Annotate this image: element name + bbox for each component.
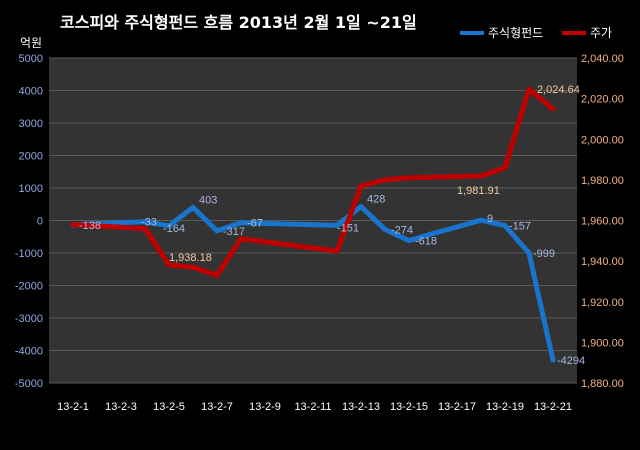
x-tick-label: 13-2-19 [486, 401, 524, 413]
kospi-price-point [358, 183, 364, 189]
kospi-price-point [382, 177, 388, 183]
left-tick-label: -2000 [15, 281, 43, 293]
fund-flow-point [214, 228, 220, 234]
kospi-price-point [70, 222, 76, 228]
fund-flow-point [382, 226, 388, 232]
x-tick-label: 13-2-13 [342, 401, 380, 413]
fund-flow-point [502, 223, 508, 229]
fund-data-label: -157 [509, 221, 531, 233]
fund-flow-point [190, 204, 196, 210]
fund-data-label: -33 [141, 217, 157, 229]
fund-data-label: -317 [223, 226, 245, 238]
x-tick-label: 13-2-5 [153, 401, 185, 413]
fund-data-label: 403 [199, 194, 217, 206]
kospi-price-point [334, 248, 340, 254]
fund-flow-point [526, 250, 532, 256]
fund-data-label: 9 [487, 213, 493, 225]
left-tick-label: 0 [37, 216, 43, 228]
fund-data-label: -274 [391, 224, 413, 236]
x-tick-label: 13-2-15 [390, 401, 428, 413]
x-tick-label: 13-2-7 [201, 401, 233, 413]
fund-flow-point [166, 223, 172, 229]
x-tick-label: 13-2-1 [57, 401, 89, 413]
left-tick-label: -1000 [15, 248, 43, 260]
kospi-price-point [478, 173, 484, 179]
x-tick-label: 13-2-9 [249, 401, 281, 413]
kospi-price-line [70, 86, 556, 278]
right-tick-label: 1,920.00 [581, 297, 624, 309]
legend-label-price: 주가 [590, 26, 612, 40]
left-tick-label: 1000 [19, 183, 43, 195]
chart-title: 코스피와 주식형펀드 흐름 2013년 2월 1일 ~21일 [60, 13, 417, 32]
fund-flow-point [430, 231, 436, 236]
left-tick-label: -3000 [15, 313, 43, 325]
kospi-price-point [502, 165, 508, 171]
kospi-price-point [238, 236, 244, 242]
left-tick-label: 3000 [19, 118, 43, 130]
fund-data-label: 428 [367, 194, 385, 206]
fund-flow-point [238, 220, 244, 226]
fund-flow-point [142, 219, 148, 225]
kospi-price-point [190, 264, 196, 270]
x-tick-label: 13-2-3 [105, 401, 137, 413]
fund-flow-line [70, 204, 556, 363]
kospi-price-point [406, 175, 412, 181]
left-tick-label: -5000 [15, 378, 43, 390]
right-tick-label: 2,020.00 [581, 94, 624, 106]
fund-data-label: -164 [163, 223, 185, 235]
fund-flow-point [406, 238, 412, 244]
right-tick-label: 1,980.00 [581, 175, 624, 187]
right-tick-label: 1,900.00 [581, 337, 624, 349]
fund-flow-point [478, 217, 484, 223]
price-data-label: 1,938.18 [169, 252, 212, 264]
fund-data-label: -618 [415, 236, 437, 248]
left-tick-label: -4000 [15, 346, 43, 358]
kospi-price-point [526, 86, 532, 92]
x-tick-label: 13-2-17 [438, 401, 476, 413]
x-tick-label: 13-2-11 [294, 401, 331, 413]
fund-data-label: -151 [337, 222, 359, 234]
fund-flow-point [550, 357, 556, 363]
legend-label-fund: 주식형펀드 [488, 26, 543, 40]
kospi-price-point [214, 272, 220, 278]
price-data-label: 2,024.64 [537, 84, 580, 96]
fund-data-label: -999 [533, 248, 555, 260]
right-tick-label: 2,040.00 [581, 53, 624, 65]
fund-flow-point [334, 222, 340, 228]
fund-data-label: -67 [247, 218, 263, 230]
left-tick-label: 4000 [19, 86, 43, 98]
kospi-price-point [550, 106, 556, 112]
right-tick-label: 2,000.00 [581, 134, 624, 146]
x-tick-label: 13-2-21 [534, 401, 572, 413]
fund-flow-point [358, 204, 364, 210]
right-tick-label: 1,940.00 [581, 256, 624, 268]
kospi-price-point [142, 226, 148, 232]
right-tick-label: 1,880.00 [581, 378, 624, 390]
fund-data-label: -138 [79, 220, 101, 232]
left-tick-label: 2000 [19, 151, 43, 163]
fund-data-label: -4294 [557, 355, 585, 367]
kospi-price-point [166, 262, 172, 268]
left-axis-unit: 억원 [20, 36, 42, 50]
price-data-label: 1,981.91 [457, 185, 500, 197]
right-tick-label: 1,960.00 [581, 216, 624, 228]
fund-flow-point [454, 224, 460, 230]
legend: 주식형펀드 주가 [460, 26, 612, 40]
left-tick-label: 5000 [19, 53, 43, 65]
